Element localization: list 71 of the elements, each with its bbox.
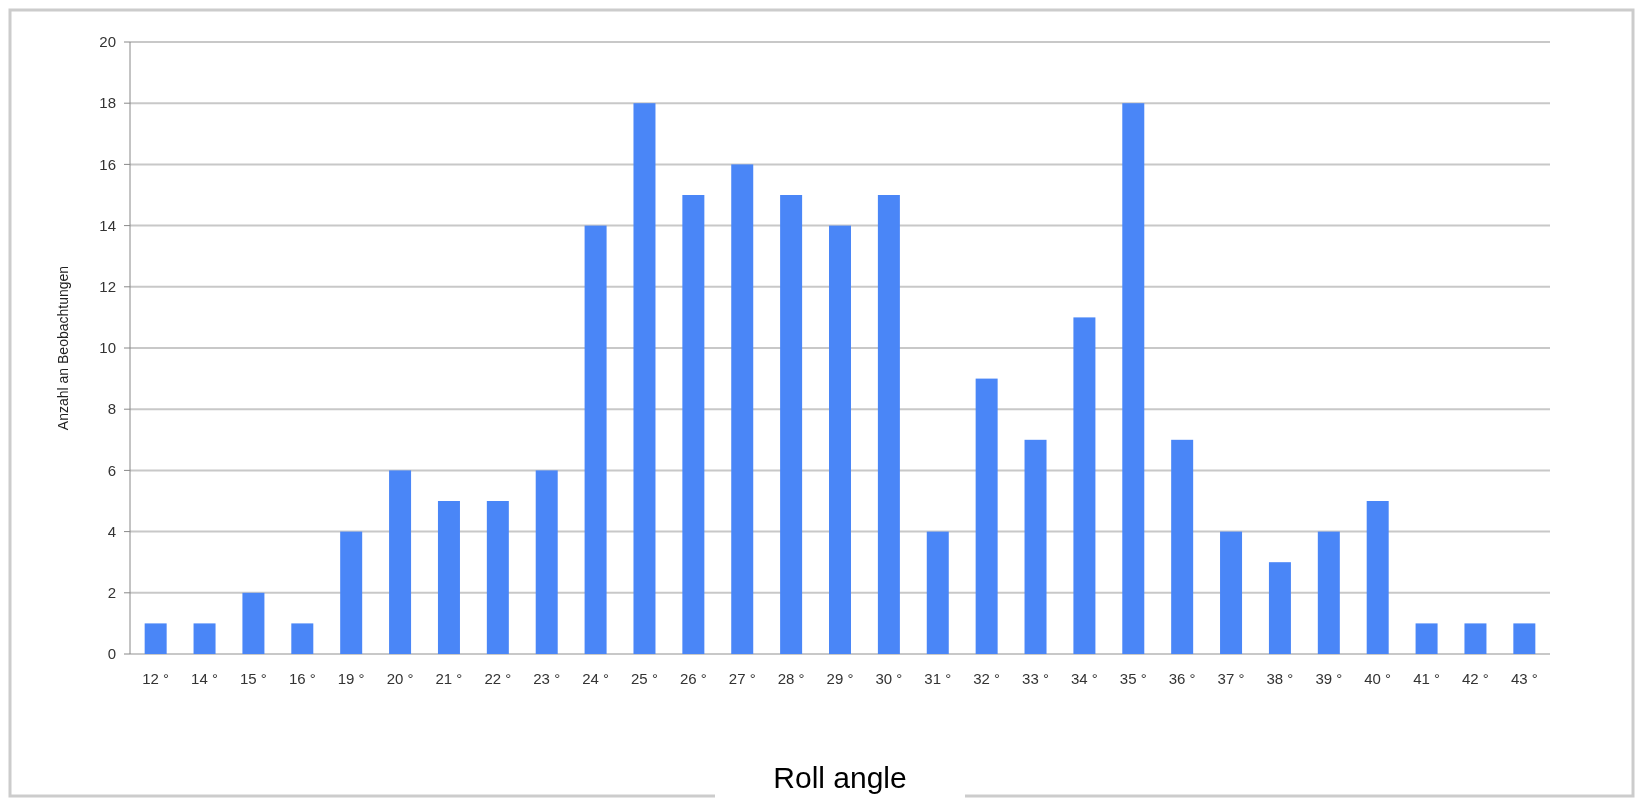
- x-tick-label: 28 °: [777, 670, 805, 687]
- bar: [1513, 623, 1536, 654]
- bar: [633, 103, 656, 654]
- x-tick-label: 40 °: [1364, 670, 1392, 687]
- x-tick-label: 39 °: [1315, 670, 1343, 687]
- x-tick-label: 14 °: [191, 670, 218, 687]
- bar: [584, 225, 607, 654]
- bar: [926, 531, 949, 654]
- bar: [535, 470, 558, 654]
- bar: [975, 378, 998, 654]
- bar: [1024, 439, 1047, 654]
- x-tick-label: 42 °: [1462, 670, 1489, 687]
- x-tick-label: 38 °: [1266, 670, 1294, 687]
- x-tick-label: 31 °: [924, 670, 952, 687]
- bar: [1366, 501, 1389, 654]
- x-tick-label: 26 °: [679, 670, 707, 687]
- bar: [1073, 317, 1096, 654]
- bar: [144, 623, 167, 654]
- x-tick-label: 32 °: [973, 670, 1001, 687]
- x-tick-label: 43 °: [1510, 670, 1538, 687]
- bar: [1415, 623, 1438, 654]
- bar: [486, 501, 509, 654]
- x-tick-label: 27 °: [728, 670, 756, 687]
- x-tick-label: 36 °: [1168, 670, 1196, 687]
- x-tick-label: 15 °: [240, 670, 267, 687]
- bar: [1171, 439, 1194, 654]
- x-tick-label: 24 °: [582, 670, 610, 687]
- y-axis-title: Anzahl an Beobachtungen: [55, 265, 71, 431]
- x-tick-label: 21 °: [435, 670, 463, 687]
- x-tick-label: 23 °: [533, 670, 561, 687]
- bar: [1220, 531, 1243, 654]
- y-tick-label: 18: [99, 94, 116, 112]
- bar: [1317, 531, 1340, 654]
- bar: [829, 225, 851, 654]
- x-tick-label: 33 °: [1022, 670, 1049, 687]
- bar: [780, 195, 803, 654]
- y-tick-label: 20: [99, 33, 116, 51]
- x-tick-label: 19 °: [337, 670, 365, 687]
- bar: [389, 470, 412, 654]
- y-tick-label: 12: [99, 278, 116, 296]
- y-tick-label: 0: [107, 645, 116, 663]
- x-tick-label: 20 °: [386, 670, 414, 687]
- x-tick-label: 37 °: [1217, 670, 1245, 687]
- bar: [877, 195, 900, 654]
- bar: [193, 623, 216, 654]
- bar: [731, 164, 754, 654]
- x-tick-label: 41 °: [1413, 670, 1440, 687]
- y-tick-label: 6: [107, 461, 116, 479]
- bar: [682, 195, 705, 654]
- y-tick-label: 14: [99, 216, 116, 234]
- x-tick-label: 25 °: [631, 670, 658, 687]
- x-tick-label: 12 °: [142, 670, 170, 687]
- bar: [242, 592, 265, 654]
- x-tick-label: 29 °: [826, 670, 854, 687]
- x-tick-label: 34 °: [1070, 670, 1098, 687]
- y-tick-label: 16: [99, 155, 116, 173]
- x-tick-label: 16 °: [288, 670, 316, 687]
- bar: [340, 531, 363, 654]
- x-axis-title: Roll angle: [773, 761, 907, 794]
- y-tick-label: 10: [99, 339, 116, 357]
- bar: [1464, 623, 1487, 654]
- y-tick-label: 4: [107, 522, 116, 540]
- bar: [437, 501, 460, 654]
- bar: [1268, 562, 1291, 654]
- bar: [1122, 103, 1145, 654]
- y-tick-label: 8: [107, 400, 116, 418]
- x-tick-label: 22 °: [484, 670, 512, 687]
- y-tick-label: 2: [107, 584, 116, 602]
- bar: [291, 623, 314, 654]
- x-tick-label: 30 °: [875, 670, 903, 687]
- x-tick-label: 35 °: [1119, 670, 1147, 687]
